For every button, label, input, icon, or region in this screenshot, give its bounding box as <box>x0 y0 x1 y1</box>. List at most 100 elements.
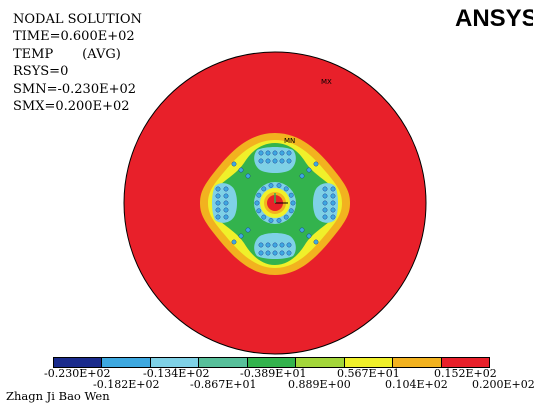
node-dot <box>330 186 336 192</box>
node-dot <box>279 150 285 156</box>
node-dot <box>223 200 229 206</box>
node-dot <box>272 242 278 248</box>
ansys-logo: ANSYS <box>455 5 533 30</box>
legend-swatch-0 <box>54 358 103 367</box>
node-dot <box>286 158 292 164</box>
legend-label-bottom-3: 0.104E+02 <box>385 378 448 391</box>
node-dot <box>265 242 271 248</box>
node-dot <box>215 214 221 220</box>
node-dot <box>261 186 267 192</box>
node-dot <box>279 158 285 164</box>
node-dot <box>330 200 336 206</box>
legend-swatch-6 <box>344 358 394 367</box>
node-dot <box>322 193 328 199</box>
node-dot <box>313 161 319 167</box>
legend-label-top-4: 0.152E+02 <box>434 367 497 380</box>
node-dot <box>256 192 262 198</box>
legend-label-top-1: -0.134E+02 <box>143 367 210 380</box>
node-dot <box>306 233 312 239</box>
info-line-smn: SMN=-0.230E+02 <box>13 81 137 97</box>
info-line-nodal-solution: NODAL SOLUTION <box>13 12 142 27</box>
legend-label-bottom-1: -0.867E+01 <box>190 378 257 391</box>
footer-caption: Zhagn Ji Bao Wen <box>6 389 110 403</box>
node-dot <box>330 193 336 199</box>
legend-swatch-1 <box>102 358 151 367</box>
node-dot <box>272 150 278 156</box>
legend-label-bottom-2: 0.889E+00 <box>288 378 351 391</box>
node-dot <box>288 208 294 214</box>
legend-label-top-2: -0.389E+01 <box>240 367 307 380</box>
node-dot <box>215 207 221 213</box>
info-line-smx: SMX=0.200E+02 <box>13 99 130 115</box>
node-dot <box>268 183 274 188</box>
node-dot <box>215 186 221 192</box>
node-dot <box>245 173 251 179</box>
node-dot <box>231 239 237 245</box>
node-dot <box>322 200 328 206</box>
legend-label-top-3: 0.567E+01 <box>337 367 400 380</box>
node-dot <box>330 214 336 220</box>
node-dot <box>279 250 285 256</box>
node-dot <box>272 250 278 256</box>
legend-label-bottom-0: -0.182E+02 <box>93 378 160 391</box>
node-dot <box>223 193 229 199</box>
node-dot <box>254 200 260 206</box>
node-dot <box>258 242 264 248</box>
node-dot <box>283 214 289 220</box>
node-dot <box>245 227 251 233</box>
node-dot <box>299 227 305 233</box>
node-dot <box>286 242 292 248</box>
legend-label-bottom-4: 0.200E+02 <box>472 378 535 391</box>
info-line-temp: TEMP (AVG) <box>13 46 121 62</box>
node-dot <box>258 250 264 256</box>
info-line-rsys: RSYS=0 <box>13 64 69 80</box>
node-dot <box>258 150 264 156</box>
node-dot <box>286 150 292 156</box>
node-dot <box>265 250 271 256</box>
node-dot <box>223 207 229 213</box>
node-dot <box>276 218 282 223</box>
legend-swatch-2 <box>150 358 200 367</box>
node-dot <box>322 214 328 220</box>
node-dot <box>299 173 305 179</box>
node-dot <box>215 193 221 199</box>
solution-info-panel: NODAL SOLUTION TIME=0.600E+02 TEMP (AVG)… <box>13 11 142 115</box>
legend-swatch-7 <box>393 358 442 367</box>
node-dot <box>223 186 229 192</box>
node-dots <box>215 150 336 256</box>
node-dot <box>306 167 312 173</box>
node-dot <box>330 207 336 213</box>
legend-color-bar <box>53 357 490 368</box>
node-dot <box>265 150 271 156</box>
node-dot <box>313 239 319 245</box>
node-dot <box>322 186 328 192</box>
node-dot <box>268 218 274 223</box>
info-line-time: TIME=0.600E+02 <box>13 29 135 45</box>
node-dot <box>265 158 271 164</box>
node-dot <box>322 207 328 213</box>
node-dot <box>288 192 294 198</box>
node-dot <box>276 183 282 188</box>
ansys-logo-text: ANSYS <box>455 5 533 30</box>
legend-swatch-5 <box>296 358 345 367</box>
node-dot <box>215 200 221 206</box>
node-dot <box>279 242 285 248</box>
max-marker: MX <box>321 78 332 86</box>
node-dot <box>261 214 267 220</box>
node-dot <box>231 161 237 167</box>
legend-swatch-8 <box>441 358 489 367</box>
legend-swatch-4 <box>247 358 297 367</box>
node-dot <box>290 200 296 206</box>
legend-swatch-3 <box>199 358 248 367</box>
node-dot <box>223 214 229 220</box>
node-dot <box>238 233 244 239</box>
node-dot <box>258 158 264 164</box>
node-dot <box>272 158 278 164</box>
node-dot <box>286 250 292 256</box>
legend-label-top-0: -0.230E+02 <box>44 367 111 380</box>
node-dot <box>256 208 262 214</box>
node-dot <box>238 167 244 173</box>
node-dot <box>283 186 289 192</box>
